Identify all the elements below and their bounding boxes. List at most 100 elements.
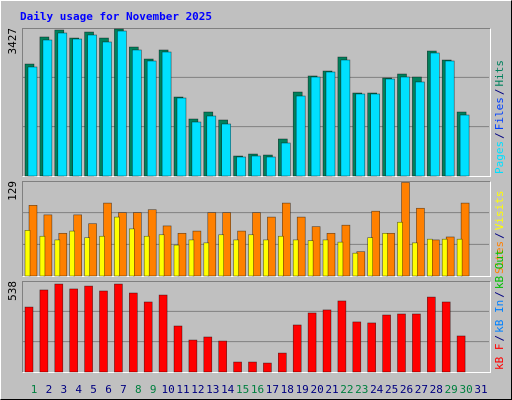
- bar: [397, 313, 406, 373]
- bar: [57, 32, 68, 177]
- bar: [416, 207, 425, 277]
- legend-separator: /: [493, 335, 506, 342]
- x-tick-label: 27: [415, 383, 428, 396]
- bar: [218, 340, 227, 373]
- x-tick-label: 24: [370, 383, 384, 396]
- bar: [400, 76, 410, 177]
- legend-separator: /: [493, 132, 506, 139]
- bar: [412, 313, 421, 373]
- bar: [203, 242, 210, 277]
- bar: [310, 76, 321, 177]
- bar: [367, 237, 374, 277]
- bar: [382, 314, 391, 373]
- panel-border-dark: [22, 181, 491, 277]
- bar: [355, 93, 366, 177]
- x-tick-label: 12: [191, 383, 204, 396]
- bar: [203, 336, 213, 373]
- x-tick-label: 11: [176, 383, 189, 396]
- bar: [132, 49, 142, 177]
- bar: [292, 324, 302, 373]
- bar: [39, 289, 49, 373]
- bar: [146, 60, 157, 177]
- bar: [99, 235, 105, 277]
- x-tick-label: 9: [150, 383, 157, 396]
- legend-entry: kB Out: [493, 249, 506, 289]
- bar: [69, 230, 75, 277]
- bar: [114, 216, 120, 277]
- bar: [295, 95, 306, 177]
- bar: [129, 292, 138, 373]
- legend-entry: Hits: [493, 60, 506, 87]
- x-tick-label: 14: [221, 383, 235, 396]
- bar: [444, 60, 455, 177]
- bar: [24, 306, 34, 373]
- bar: [129, 228, 135, 277]
- x-tick-label: 29: [445, 383, 458, 396]
- bar: [84, 237, 90, 277]
- bar: [221, 123, 231, 177]
- bar: [72, 38, 82, 177]
- bar: [173, 244, 180, 277]
- x-tick-label: 25: [385, 383, 398, 396]
- bar: [277, 352, 287, 373]
- bar: [251, 155, 261, 177]
- bar: [441, 301, 451, 373]
- bar: [337, 241, 344, 277]
- legend-separator: /: [493, 232, 506, 239]
- legend-entry: Pages: [493, 141, 506, 174]
- x-tick-label: 21: [325, 383, 338, 396]
- legend-entry: Sites: [493, 241, 506, 274]
- bar: [370, 93, 381, 177]
- x-tick-label: 16: [251, 383, 264, 396]
- legend-separator: /: [493, 291, 506, 298]
- bar: [322, 309, 332, 373]
- bar: [27, 66, 38, 177]
- x-tick-label: 4: [75, 383, 82, 396]
- bar: [54, 283, 64, 373]
- x-tick-label: 18: [281, 383, 294, 396]
- bar: [233, 361, 242, 373]
- x-tick-label: 19: [296, 383, 309, 396]
- bar: [277, 235, 284, 277]
- bar: [114, 283, 123, 373]
- x-tick-label: 31: [474, 383, 487, 396]
- bar: [248, 234, 254, 277]
- x-tick-label: 15: [236, 383, 249, 396]
- bar: [426, 296, 436, 373]
- x-tick-label: 26: [400, 383, 413, 396]
- bar: [367, 322, 377, 373]
- bar: [322, 239, 329, 277]
- bar: [158, 234, 165, 277]
- x-tick-label: 3: [60, 383, 67, 396]
- x-tick-label: 28: [430, 383, 443, 396]
- bar: [161, 51, 172, 177]
- x-tick-label: 8: [135, 383, 142, 396]
- legend-entry: kB In: [493, 300, 506, 333]
- bar: [102, 41, 112, 177]
- bar: [158, 294, 168, 373]
- legend-entry: Visits: [493, 191, 506, 231]
- legend-entry: kB F: [493, 344, 506, 371]
- panel-border-dark: [22, 28, 491, 177]
- bar: [415, 81, 425, 177]
- bar: [263, 362, 272, 373]
- legend: Sites /Visits: [493, 191, 506, 275]
- bar: [382, 232, 388, 277]
- bar: [340, 59, 351, 177]
- bar: [143, 301, 153, 373]
- x-tick-label: 23: [355, 383, 368, 396]
- x-tick-label: 1: [31, 383, 38, 396]
- panel-border-light: [22, 281, 491, 373]
- bar: [24, 230, 31, 277]
- x-tick-label: 20: [310, 383, 323, 396]
- bar: [307, 312, 317, 373]
- bar: [54, 239, 61, 277]
- bar: [248, 361, 257, 373]
- x-tick-label: 22: [340, 383, 353, 396]
- bar: [39, 235, 46, 277]
- bar: [263, 239, 269, 277]
- bar: [429, 52, 440, 177]
- y-tick-label: 129: [6, 181, 19, 201]
